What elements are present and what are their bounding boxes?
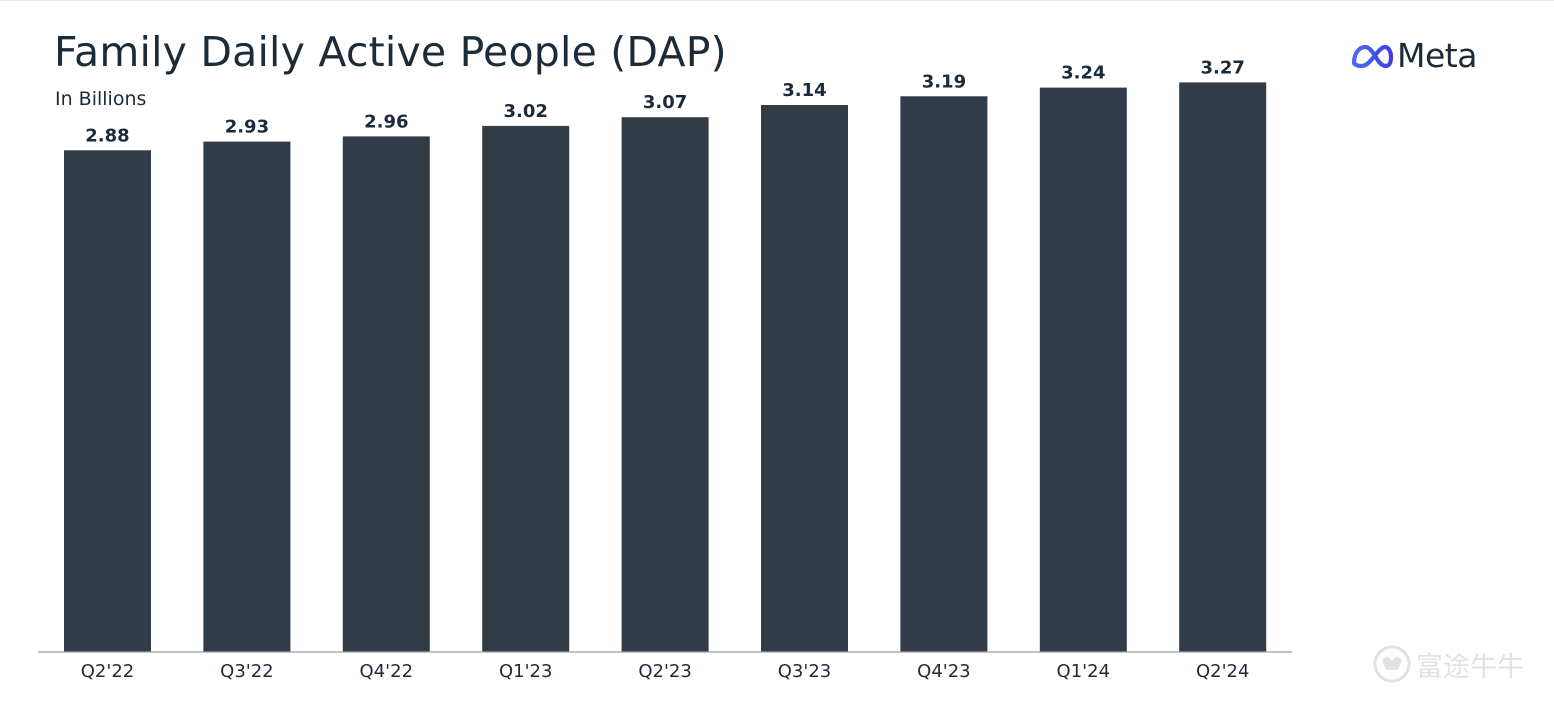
x-tick-label-7: Q1'24 — [1057, 661, 1110, 682]
bars-layer — [64, 82, 1267, 653]
x-tick-label-3: Q1'23 — [499, 661, 552, 682]
value-label-2: 2.96 — [364, 111, 408, 132]
futu-bull-icon — [1373, 645, 1411, 683]
x-tick-label-0: Q2'22 — [81, 661, 134, 682]
top-divider — [0, 0, 1554, 1]
value-labels-layer: 2.88 2.93 2.96 3.02 3.07 3.14 3.19 3.24 3.27 — [85, 57, 1245, 146]
bar-8 — [1179, 82, 1267, 652]
x-tick-label-6: Q4'23 — [917, 661, 970, 682]
value-label-7: 3.24 — [1061, 63, 1105, 84]
meta-logo: Meta — [1350, 36, 1477, 76]
watermark-text: 富途牛牛 — [1416, 651, 1524, 683]
x-tick-label-1: Q3'22 — [220, 661, 273, 682]
logo-wordmark: Meta — [1397, 36, 1477, 75]
value-label-4: 3.07 — [643, 92, 687, 113]
chart-title: Family Daily Active People (DAP) — [54, 28, 727, 76]
x-tick-labels-layer: Q2'22 Q3'22 Q4'22 Q1'23 Q2'23 Q3'23 Q4'23 Q1'24… — [81, 661, 1250, 682]
value-label-6: 3.19 — [922, 71, 966, 92]
meta-infinity-icon — [1351, 44, 1394, 69]
bar-1 — [203, 141, 291, 652]
value-label-8: 3.27 — [1200, 57, 1244, 78]
bar-6 — [900, 96, 988, 653]
bar-3 — [482, 125, 570, 652]
bar-0 — [64, 150, 151, 653]
x-tick-label-4: Q2'23 — [638, 661, 691, 682]
bar-2 — [342, 136, 430, 652]
value-label-3: 3.02 — [503, 101, 547, 122]
x-tick-label-8: Q2'24 — [1196, 661, 1249, 682]
bar-4 — [621, 117, 709, 652]
bar-7 — [1039, 87, 1127, 653]
bar-5 — [761, 105, 848, 652]
chart-subtitle: In Billions — [55, 88, 147, 110]
value-label-0: 2.88 — [85, 125, 129, 146]
x-tick-label-5: Q3'23 — [778, 661, 831, 682]
value-label-1: 2.93 — [225, 117, 269, 138]
x-tick-label-2: Q4'22 — [360, 661, 413, 682]
watermark: 富途牛牛 — [1372, 644, 1524, 684]
value-label-5: 3.14 — [782, 80, 826, 101]
